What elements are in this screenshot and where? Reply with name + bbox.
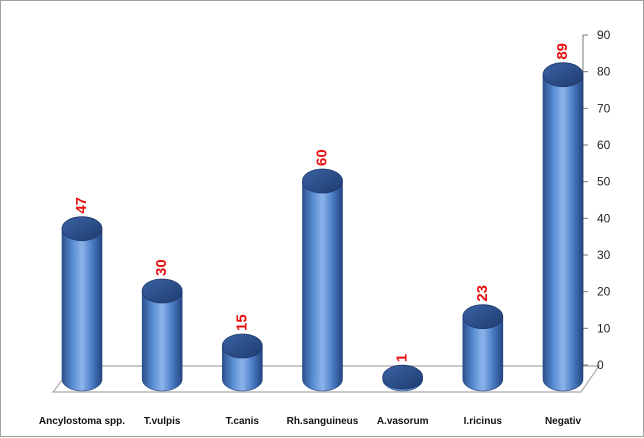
category-label: Negativ <box>545 416 582 427</box>
bar-5 <box>382 364 424 392</box>
bar-3 <box>221 333 263 392</box>
data-label: 1 <box>394 354 411 362</box>
data-label: 30 <box>153 259 170 276</box>
data-label: 47 <box>73 197 90 214</box>
bar-body <box>222 345 263 392</box>
bar-1 <box>61 216 103 392</box>
bar-body <box>462 316 504 392</box>
y-tick-label: 70 <box>597 101 611 115</box>
category-label: Rh.sanguineus <box>287 416 359 427</box>
bar-top <box>221 333 263 359</box>
category-label: A.vasorum <box>377 416 429 427</box>
data-label: 89 <box>554 43 571 60</box>
bar-4 <box>302 168 343 392</box>
y-tick-label: 10 <box>597 321 611 335</box>
category-label: T.canis <box>226 416 260 427</box>
bar-top <box>382 364 424 390</box>
category-label: Ancylostoma spp. <box>39 416 125 427</box>
y-tick-label: 80 <box>597 65 611 79</box>
bar-2 <box>141 278 183 392</box>
category-label: I.ricinus <box>464 416 503 427</box>
bar-top <box>302 168 343 194</box>
data-label: 60 <box>313 149 330 166</box>
data-label: 23 <box>474 285 491 302</box>
bar-top <box>542 62 584 88</box>
data-label: 15 <box>233 314 250 331</box>
y-tick-label: 50 <box>597 175 611 189</box>
bar-body <box>302 180 343 392</box>
bar-body <box>61 228 103 392</box>
bar-6 <box>462 304 504 392</box>
bar-body <box>141 290 183 392</box>
y-tick-label: 20 <box>597 285 611 299</box>
bar-top <box>462 304 504 330</box>
bar-top <box>141 278 183 304</box>
y-tick-label: 30 <box>597 248 611 262</box>
y-tick-label: 0 <box>597 358 604 372</box>
bar-7 <box>542 62 584 392</box>
y-tick-label: 60 <box>597 138 611 152</box>
y-tick-label: 90 <box>597 28 611 42</box>
bar-top <box>61 216 103 242</box>
category-label: T.vulpis <box>144 416 181 427</box>
y-tick-label: 40 <box>597 211 611 225</box>
bar-body <box>542 74 584 392</box>
